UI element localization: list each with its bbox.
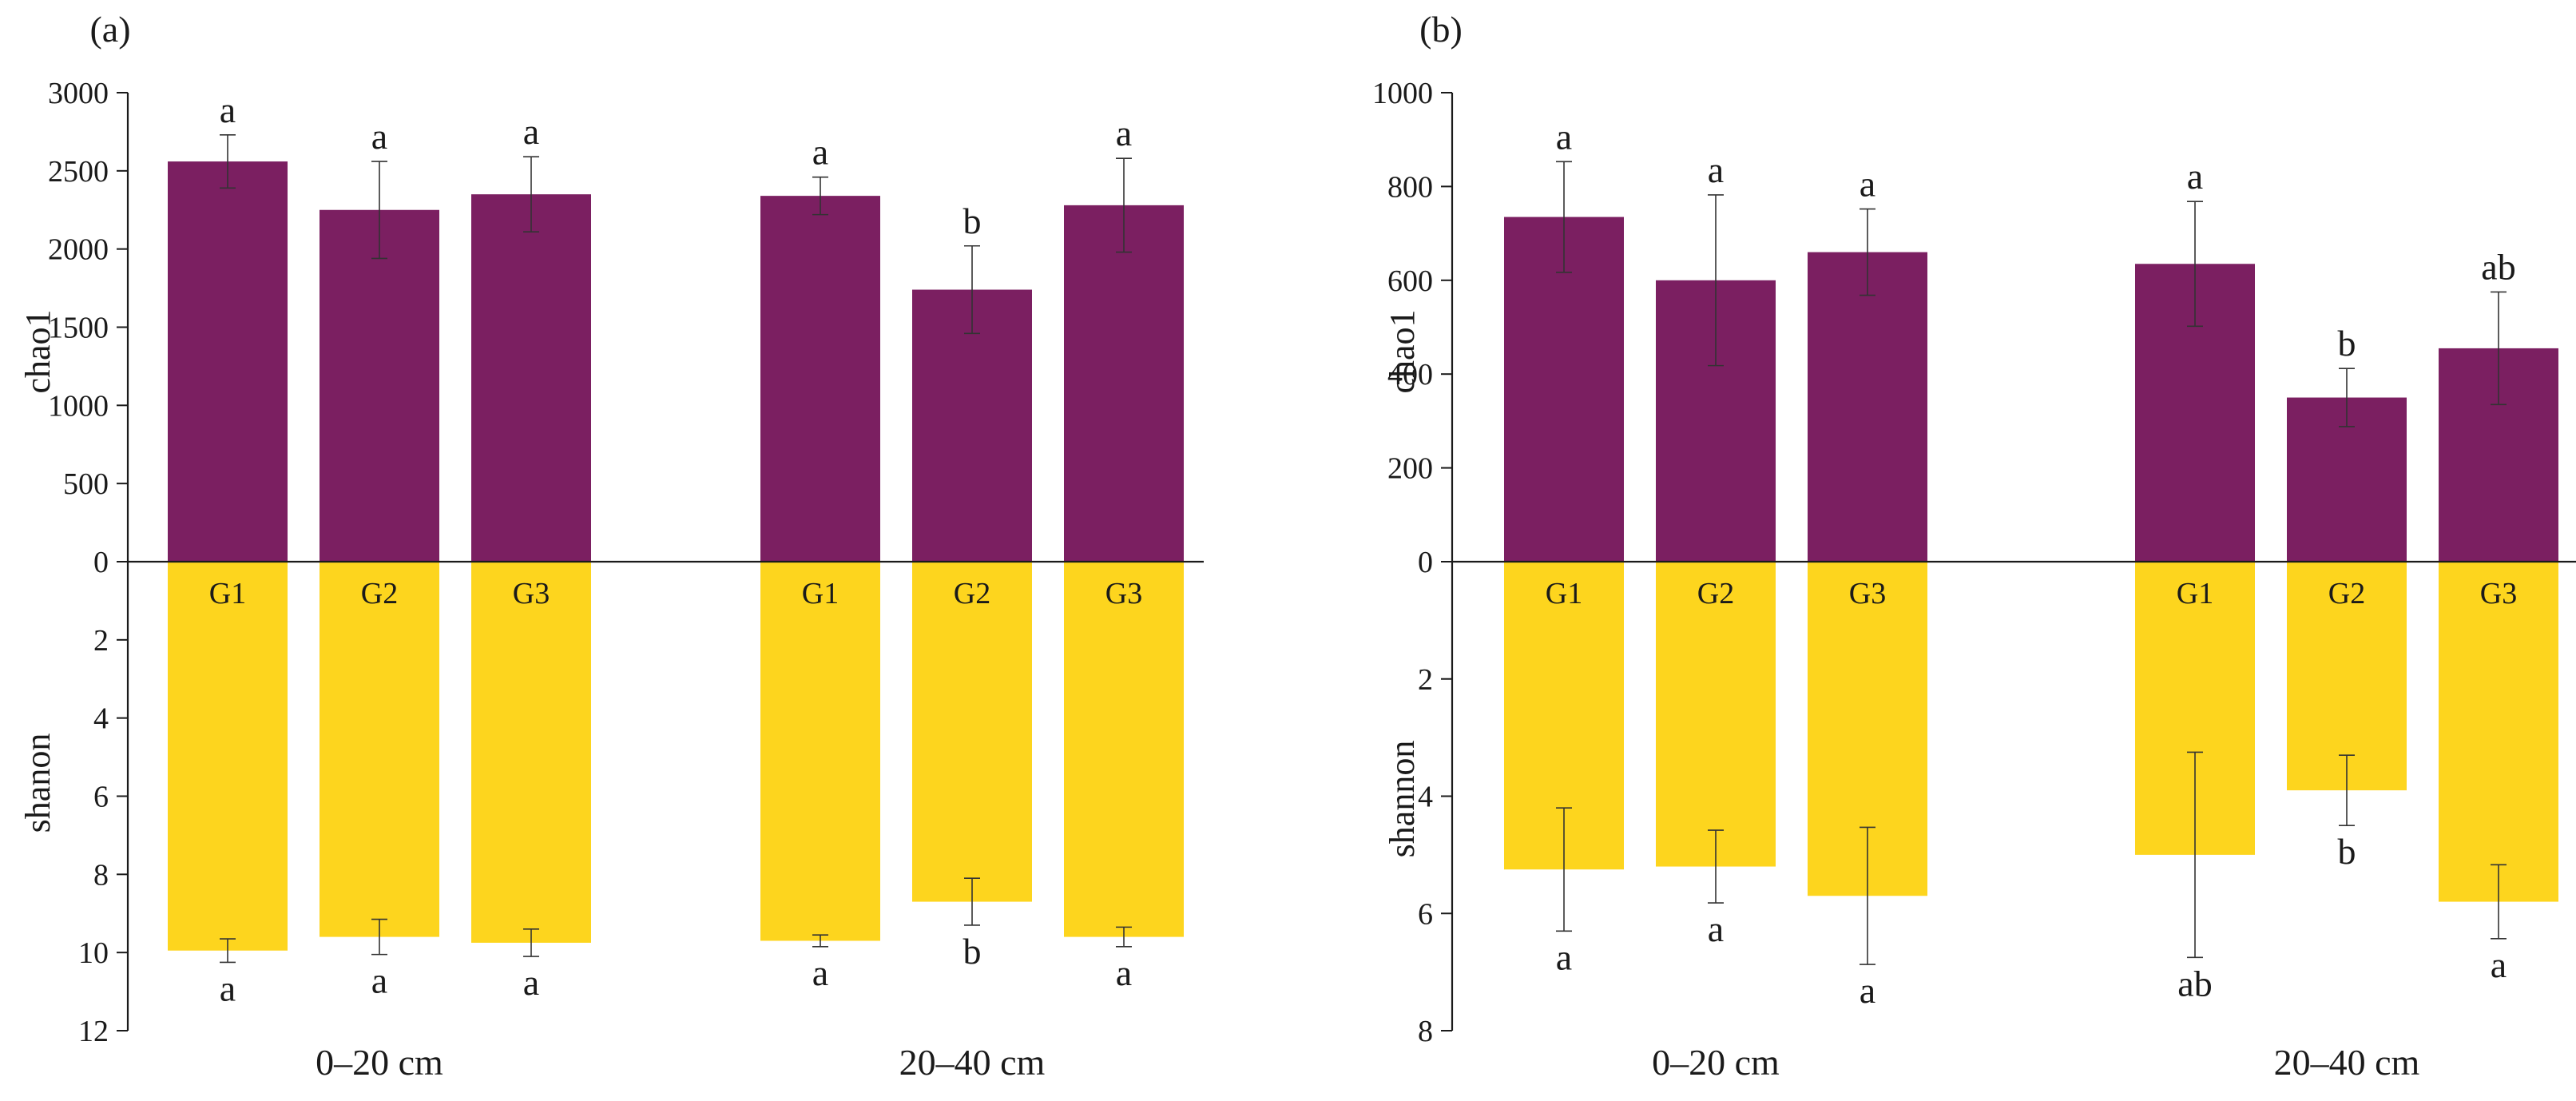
group-label: 20–40 cm <box>2274 1042 2420 1083</box>
category-label: G3 <box>513 577 550 610</box>
significance-letter: a <box>1116 952 1132 993</box>
bar-bottom-g3 <box>471 562 591 943</box>
y-axis-title-top: chao1 <box>18 309 58 393</box>
significance-letter: a <box>371 960 387 1001</box>
y-tick-label: 3000 <box>48 77 109 110</box>
y-tick-label: 2 <box>1418 663 1433 697</box>
significance-letter: a <box>1556 936 1572 977</box>
y-tick-label: 12 <box>78 1015 109 1048</box>
significance-letter: b <box>2338 323 2356 364</box>
category-label: G2 <box>954 577 990 610</box>
y-axis-title-bottom: shanon <box>18 733 58 833</box>
y-tick-label: 2500 <box>48 155 109 189</box>
y-tick-label: 0 <box>93 546 109 579</box>
y-axis-title-bottom: shannon <box>1383 741 1422 858</box>
y-tick-label: 6 <box>93 781 109 814</box>
bar-top-g2 <box>912 289 1032 562</box>
category-label: G1 <box>2177 577 2213 610</box>
y-tick-label: 1000 <box>48 389 109 423</box>
panel-label: (b) <box>1419 9 1463 50</box>
significance-letter: b <box>963 201 982 241</box>
bar-bottom-g1 <box>168 562 288 951</box>
category-label: G1 <box>1546 577 1582 610</box>
category-label: G3 <box>2480 577 2517 610</box>
bar-top-g2 <box>320 209 439 562</box>
y-tick-label: 10 <box>78 936 109 970</box>
significance-letter: ab <box>2481 246 2515 287</box>
significance-letter: a <box>2491 944 2507 985</box>
significance-letter: ab <box>2177 963 2212 1004</box>
significance-letter: a <box>1860 164 1875 205</box>
significance-letter: a <box>523 962 539 1003</box>
bar-bottom-g1 <box>760 562 880 941</box>
bar-bottom-g2 <box>1656 562 1776 867</box>
category-label: G3 <box>1849 577 1886 610</box>
significance-letter: a <box>1708 908 1724 949</box>
y-tick-label: 8 <box>1418 1015 1433 1048</box>
bar-bottom-g2 <box>320 562 439 937</box>
significance-letter: a <box>812 132 828 173</box>
y-tick-label: 2 <box>93 624 109 658</box>
bar-top-g1 <box>168 161 288 562</box>
group-label: 0–20 cm <box>316 1042 443 1083</box>
significance-letter: a <box>1116 113 1132 153</box>
significance-letter: b <box>2338 831 2356 872</box>
group-label: 0–20 cm <box>1652 1042 1780 1083</box>
category-label: G1 <box>802 577 839 610</box>
y-tick-label: 4 <box>93 702 109 736</box>
category-label: G2 <box>2328 577 2365 610</box>
significance-letter: a <box>1860 970 1875 1011</box>
bar-top-g3 <box>1064 205 1184 562</box>
category-label: G2 <box>361 577 398 610</box>
y-tick-label: 4 <box>1418 781 1433 814</box>
significance-letter: a <box>2187 156 2203 197</box>
group-label: 20–40 cm <box>899 1042 1046 1083</box>
significance-letter: a <box>812 952 828 993</box>
significance-letter: b <box>963 931 982 972</box>
y-tick-label: 500 <box>63 467 109 501</box>
y-tick-label: 0 <box>1418 546 1433 579</box>
significance-letter: a <box>1708 149 1724 190</box>
bar-bottom-g2 <box>2287 562 2407 791</box>
y-tick-label: 6 <box>1418 897 1433 931</box>
bar-bottom-g3 <box>2439 562 2558 902</box>
significance-letter: a <box>523 111 539 152</box>
panel-label: (a) <box>89 9 130 50</box>
y-tick-label: 200 <box>1387 452 1433 486</box>
y-tick-label: 2000 <box>48 233 109 267</box>
significance-letter: a <box>220 968 236 1008</box>
y-tick-label: 8 <box>93 858 109 892</box>
bar-top-g3 <box>1808 252 1927 562</box>
bar-top-g1 <box>1504 217 1624 562</box>
significance-letter: a <box>220 89 236 130</box>
significance-letter: a <box>1556 116 1572 157</box>
bar-bottom-g2 <box>912 562 1032 902</box>
bar-top-g1 <box>760 196 880 562</box>
y-tick-label: 400 <box>1387 358 1433 392</box>
y-tick-label: 800 <box>1387 170 1433 204</box>
category-label: G3 <box>1105 577 1142 610</box>
y-tick-label: 1500 <box>48 312 109 345</box>
bar-top-g3 <box>471 194 591 562</box>
y-tick-label: 1000 <box>1372 77 1433 110</box>
category-label: G2 <box>1697 577 1734 610</box>
y-tick-label: 600 <box>1387 264 1433 298</box>
category-label: G1 <box>209 577 246 610</box>
y-axis-title-top: chao1 <box>1383 309 1422 393</box>
bar-bottom-g3 <box>1064 562 1184 937</box>
significance-letter: a <box>371 116 387 157</box>
